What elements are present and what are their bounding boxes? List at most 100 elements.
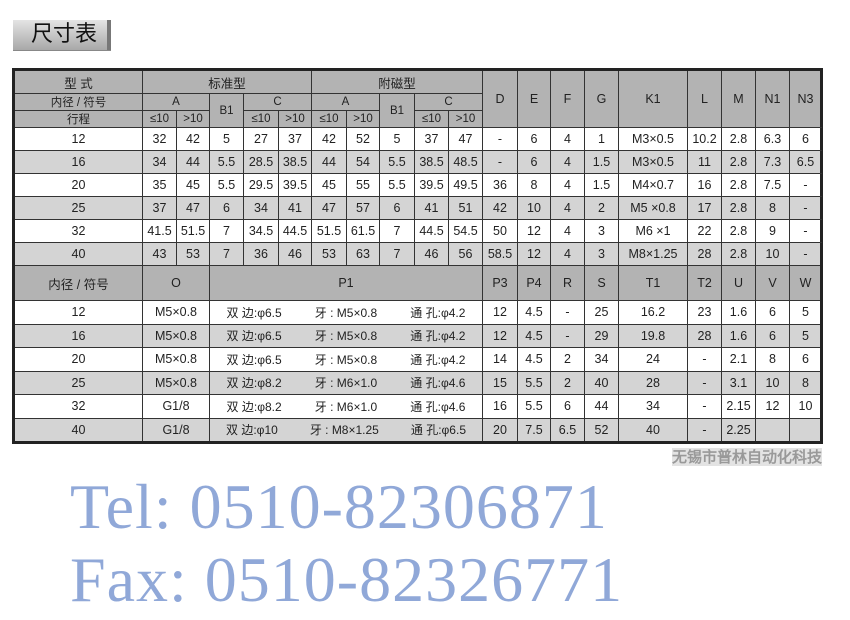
table-cell: 6 — [517, 127, 551, 151]
table-cell: 16.2 — [618, 300, 688, 325]
p1-part: 通 孔:φ6.5 — [410, 423, 466, 438]
table-cell: 40 — [13, 242, 143, 266]
table-cell: 12 — [755, 394, 790, 419]
table-cell: 3.1 — [721, 370, 756, 395]
p1-part: 通 孔:φ4.2 — [410, 305, 466, 320]
table-cell: 4.5 — [517, 300, 551, 325]
table-cell: 28 — [618, 370, 688, 395]
table-cell: M6 ×1 — [618, 219, 688, 243]
table-cell: 40 — [618, 417, 688, 443]
table-cell: 6.3 — [755, 127, 790, 151]
bore-cell: 16 — [13, 323, 143, 348]
table-row: 12 M5×0.8 双 边:φ6.5 牙 : M5×0.8 通 孔:φ4.2 12 4.5-… — [13, 300, 822, 325]
table-cell: 41 — [414, 196, 449, 220]
p1-part: 双 边:φ6.5 — [226, 352, 282, 367]
header-bore: 内径 / 符号 — [13, 93, 143, 111]
table-cell: 9 — [755, 219, 790, 243]
table-cell: 57 — [346, 196, 380, 220]
table-cell — [755, 417, 790, 443]
p1-part: 双 边:φ8.2 — [226, 376, 282, 391]
table-cell: 2.1 — [721, 347, 756, 372]
table-cell: 16 — [687, 173, 722, 197]
table-cell: 16 — [13, 150, 143, 174]
bore-cell: 40 — [13, 417, 143, 443]
header-b1: B1 — [209, 93, 244, 128]
table-cell: 20 — [13, 173, 143, 197]
o-cell: M5×0.8 — [142, 370, 210, 395]
table-row: 16 34 44 5.5 28.5 38.5 44 54 5.5 38.5 48.5-6 4 1.5 M3… — [13, 150, 822, 174]
table-cell: 44 — [176, 150, 210, 174]
p1-part: 牙 : M6×1.0 — [314, 399, 378, 414]
header-t2: T2 — [687, 265, 722, 301]
table-cell: 6 — [755, 323, 790, 348]
table-cell: 2.8 — [721, 127, 756, 151]
table-cell: 7.3 — [755, 150, 790, 174]
table-cell: 2.8 — [721, 219, 756, 243]
bore-cell: 20 — [13, 347, 143, 372]
table-cell: 12 — [13, 127, 143, 151]
p1-part: 通 孔:φ4.2 — [410, 329, 466, 344]
table-cell: 53 — [176, 242, 210, 266]
header-p4: P4 — [517, 265, 551, 301]
table-cell: 12 — [517, 219, 551, 243]
table-cell: 10 — [755, 370, 790, 395]
table-cell: 7.5 — [517, 417, 551, 443]
table-cell: 5 — [789, 323, 822, 348]
table-cell: 3 — [584, 219, 619, 243]
o-cell: M5×0.8 — [142, 347, 210, 372]
table-cell: 2 — [584, 196, 619, 220]
table-cell: 4.5 — [517, 323, 551, 348]
table-cell: 56 — [448, 242, 483, 266]
header-gt10: >10 — [176, 110, 210, 128]
table-cell: 7 — [209, 242, 244, 266]
header-v: V — [755, 265, 790, 301]
table-cell: 5 — [379, 127, 415, 151]
table-cell: - — [687, 417, 722, 443]
header-s: S — [584, 265, 619, 301]
table-cell: 37 — [142, 196, 177, 220]
table-cell: 12 — [482, 323, 518, 348]
table-cell: 51.5 — [311, 219, 347, 243]
table-row: 40 G1/8 双 边:φ10 牙 : M8×1.25 通 孔:φ6.5 20 7.5 6.5… — [13, 417, 822, 443]
table-cell: 29 — [584, 323, 619, 348]
table-cell: 37 — [414, 127, 449, 151]
table-cell: 19.8 — [618, 323, 688, 348]
table-cell: 2.15 — [721, 394, 756, 419]
header-gt10: >10 — [346, 110, 380, 128]
o-cell: G1/8 — [142, 417, 210, 443]
table-cell: - — [482, 127, 518, 151]
table-cell: 5.5 — [517, 394, 551, 419]
table-cell: 52 — [346, 127, 380, 151]
header-o: O — [142, 265, 210, 301]
table-row: 40 43 53 7 36 46 53 63 7 46 56 58.5 12 4 3 M8×1.25 28 2.8… — [13, 242, 822, 266]
table-cell: 12 — [482, 300, 518, 325]
table-cell: 25 — [584, 300, 619, 325]
p1-cell: 双 边:φ10 牙 : M8×1.25 通 孔:φ6.5 — [209, 417, 483, 443]
tel-watermark: Tel: 0510-82306871 — [70, 471, 608, 542]
table-cell: 5.5 — [379, 173, 415, 197]
table-cell: 25 — [13, 196, 143, 220]
bore-cell: 25 — [13, 370, 143, 395]
table-cell: 49.5 — [448, 173, 483, 197]
table-cell: 7.5 — [755, 173, 790, 197]
table-cell: 39.5 — [278, 173, 312, 197]
header-le10: ≤10 — [142, 110, 177, 128]
table-row: 32 41.5 51.5 7 34.5 44.5 51.5 61.5 7 44.5 54.5 50 12… — [13, 219, 822, 243]
p1-part: 牙 : M5×0.8 — [314, 329, 378, 344]
table-cell: 51.5 — [176, 219, 210, 243]
table-cell: 10 — [755, 242, 790, 266]
table-cell: 4 — [550, 150, 585, 174]
table-cell: 3 — [584, 242, 619, 266]
table-cell: 24 — [618, 347, 688, 372]
table-cell: 7 — [209, 219, 244, 243]
table-cell: 6.5 — [550, 417, 585, 443]
table-cell: 27 — [243, 127, 279, 151]
p1-cell: 双 边:φ6.5 牙 : M5×0.8 通 孔:φ4.2 — [209, 300, 483, 325]
table-cell: 23 — [687, 300, 722, 325]
table-cell: 32 — [142, 127, 177, 151]
header-a: A — [142, 93, 210, 111]
table-cell: 32 — [13, 219, 143, 243]
table-row: 12 32 42 5 27 37 42 52 5 37 47-6 4 1 M3×0.5 10.2 2.8 6.3… — [13, 127, 822, 151]
table-cell: 38.5 — [414, 150, 449, 174]
p1-part: 通 孔:φ4.2 — [410, 352, 466, 367]
